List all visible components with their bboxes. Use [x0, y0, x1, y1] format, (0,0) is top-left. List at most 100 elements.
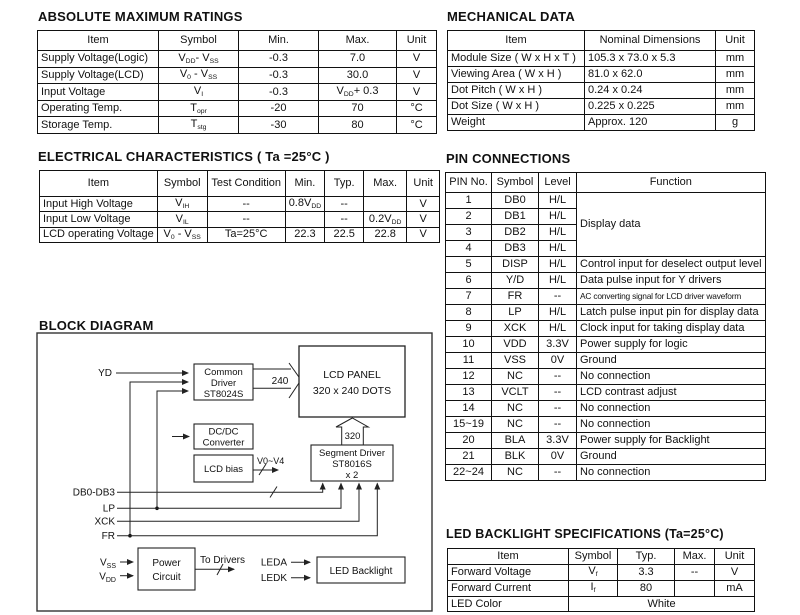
table-cell: BLA [491, 432, 539, 449]
table-cell: 0.225 x 0.225 [584, 98, 716, 115]
table-cell: 3.3V [538, 336, 577, 353]
table-row: 15~19 NC -- No connection [445, 416, 766, 433]
table-cell: Ta=25°C [206, 226, 286, 243]
table-cell: LCD operating Voltage [39, 226, 158, 243]
bus-320-arrow: 320 [335, 417, 371, 445]
table-row: 2 DB1 H/L [445, 208, 766, 225]
table-cell: mm [715, 66, 755, 83]
table-row: 22~24 NC -- No connection [445, 464, 766, 481]
table-cell: V [714, 564, 755, 581]
common-driver-inputs [128, 379, 189, 538]
table-row: Input Low Voltage VIL -- -- 0.2VDD V [39, 211, 441, 228]
table-cell: AC converting signal for LCD driver wave… [576, 288, 766, 305]
table-cell: VI [158, 83, 239, 101]
table-row: LED Color White [447, 595, 755, 613]
bus-240-label: 240 [272, 376, 289, 387]
section-title-mechanical-data: MECHANICAL DATA [447, 9, 575, 24]
table-cell: 9 [445, 320, 492, 337]
table-cell: V [406, 195, 441, 213]
table-row: Operating Temp. Topr -20 70 °C [37, 99, 437, 118]
table-cell: H/L [538, 304, 577, 321]
table-cell: H/L [538, 224, 577, 241]
table-cell: 80 [617, 579, 675, 597]
pin-connections-table: PIN No. Symbol Level Function 1 DB0 H/L Display… [445, 172, 766, 481]
table-cell [363, 195, 408, 213]
table-row: 7 FR -- AC converting signal for LCD driver… [445, 288, 766, 305]
data-table: Item Symbol Test Condition Min. Typ. Max. Unit… [39, 170, 441, 243]
table-cell: DISP [491, 256, 539, 273]
table-row: Dot Pitch ( W x H ) 0.24 x 0.24 mm [447, 82, 755, 99]
table-cell: 10 [445, 336, 492, 353]
column-header-cell: Unit [406, 170, 441, 197]
fr-label: FR [102, 531, 115, 542]
column-header-cell: Typ. [324, 170, 365, 197]
table-cell: Ground [576, 352, 766, 369]
table-cell: VDD+ 0.3 [318, 83, 397, 101]
table-row: Supply Voltage(Logic) VDD- VSS -0.3 7.0 V [37, 50, 437, 68]
table-cell: DB0 [491, 192, 539, 209]
table-cell: If [568, 579, 618, 597]
table-cell: XCK [491, 320, 539, 337]
table-cell: 3 [445, 224, 492, 241]
table-cell: mm [715, 98, 755, 115]
table-cell: H/L [538, 272, 577, 289]
common-driver-line3: ST8024S [204, 389, 244, 400]
mechanical-data-table: Item Nominal Dimensions Unit Module Size ( … [447, 30, 755, 131]
table-cell: 3.3 [617, 564, 675, 581]
lcd-panel-line1: LCD PANEL [323, 369, 381, 381]
column-header-cell: Unit [714, 548, 755, 565]
dcdc-line1: DC/DC [208, 427, 238, 438]
electrical-characteristics-table: Item Symbol Test Condition Min. Typ. Max. Unit… [39, 170, 441, 243]
table-cell: -20 [238, 99, 319, 118]
column-header-cell: Level [538, 172, 577, 193]
table-cell: -- [538, 464, 577, 481]
table-cell: -- [538, 400, 577, 417]
table-cell: No connection [576, 464, 766, 481]
column-header-cell: Nominal Dimensions [584, 30, 716, 51]
table-cell: 22.5 [324, 226, 365, 243]
data-table: Item Symbol Min. Max. Unit Supply Voltage(Log… [37, 30, 437, 134]
table-cell: 1 [445, 192, 492, 209]
table-cell: 0V [538, 352, 577, 369]
to-drivers-label: To Drivers [200, 555, 245, 566]
table-cell: °C [396, 116, 437, 134]
table-row: Module Size ( W x H x T ) 105.3 x 73.0 x … [447, 50, 755, 67]
segment-driver-box: Segment Driver ST8016S x 2 [310, 444, 394, 482]
table-cell: -- [324, 211, 365, 228]
column-header-cell: Max. [318, 30, 397, 51]
table-cell: mm [715, 82, 755, 99]
table-cell: -- [206, 195, 286, 213]
data-table: Item Symbol Typ. Max. Unit Forward Voltage Vf 3… [447, 548, 755, 613]
column-header-cell: Min. [284, 170, 326, 197]
lcd-panel-box: LCD PANEL 320 x 240 DOTS [298, 345, 406, 418]
table-row: 21 BLK 0V Ground [445, 448, 766, 465]
signal-yd: YD [98, 368, 189, 379]
table-cell: Data pulse input for Y drivers [576, 272, 766, 289]
table-cell: V [396, 66, 437, 85]
table-row: Input High Voltage VIH -- 0.8VDD -- V [39, 195, 441, 213]
table-cell: Topr [158, 99, 239, 118]
column-header-cell: Symbol [491, 172, 539, 193]
table-cell: Approx. 120 [584, 114, 716, 131]
table-cell: H/L [538, 208, 577, 225]
table-cell: V [396, 50, 437, 68]
table-row: Forward Voltage Vf 3.3 -- V [447, 564, 755, 581]
data-table: Item Nominal Dimensions Unit Module Size ( … [447, 30, 755, 131]
table-cell: NC [491, 400, 539, 417]
table-cell: 15~19 [445, 416, 492, 433]
table-cell: 14 [445, 400, 492, 417]
table-cell: 0.24 x 0.24 [584, 82, 716, 99]
common-driver-line2: Driver [211, 378, 236, 389]
power-circuit-line2: Circuit [152, 572, 181, 583]
table-cell: VDD [491, 336, 539, 353]
table-cell: 0.2VDD [363, 211, 408, 228]
table-row: 5 DISP H/L Control input for deselect outpu… [445, 256, 766, 273]
table-cell: -30 [238, 116, 319, 134]
table-cell: 80 [318, 116, 397, 134]
lcd-bias-label: LCD bias [204, 464, 243, 475]
section-title-absolute-maximum-ratings: ABSOLUTE MAXIMUM RATINGS [38, 9, 243, 24]
table-cell: FR [491, 288, 539, 305]
table-cell: -0.3 [238, 83, 319, 101]
table-row: 4 DB3 H/L [445, 240, 766, 257]
